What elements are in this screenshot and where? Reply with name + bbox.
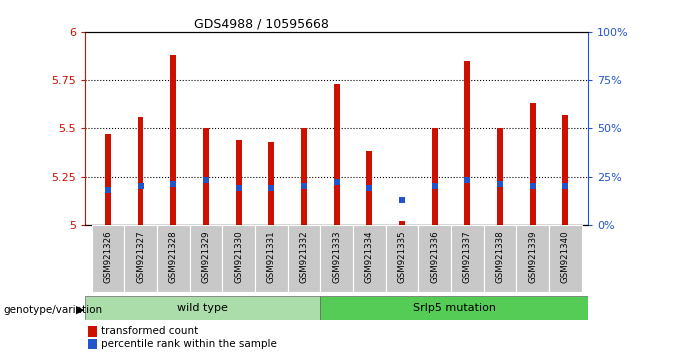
Text: GSM921338: GSM921338 bbox=[496, 230, 505, 283]
Text: genotype/variation: genotype/variation bbox=[3, 305, 103, 315]
Point bbox=[168, 182, 179, 187]
Bar bbox=[85, 296, 320, 320]
Bar bbox=[549, 225, 581, 292]
Point bbox=[560, 183, 571, 189]
Bar bbox=[203, 128, 209, 225]
Bar bbox=[386, 225, 418, 292]
Text: GSM921339: GSM921339 bbox=[528, 230, 537, 283]
Text: GSM921335: GSM921335 bbox=[397, 230, 407, 283]
Point bbox=[135, 183, 146, 189]
Bar bbox=[562, 115, 568, 225]
Point bbox=[233, 185, 244, 191]
Title: GDS4988 / 10595668: GDS4988 / 10595668 bbox=[194, 18, 328, 31]
Point bbox=[429, 183, 440, 189]
Bar bbox=[367, 152, 372, 225]
Bar bbox=[236, 140, 241, 225]
Text: GSM921337: GSM921337 bbox=[463, 230, 472, 283]
Point bbox=[266, 185, 277, 191]
Text: GSM921326: GSM921326 bbox=[103, 230, 112, 283]
Bar bbox=[334, 84, 339, 225]
Bar bbox=[255, 225, 288, 292]
Point bbox=[494, 182, 505, 187]
Point bbox=[462, 178, 473, 183]
Text: GSM921328: GSM921328 bbox=[169, 230, 177, 283]
Bar bbox=[432, 128, 437, 225]
Bar bbox=[137, 117, 143, 225]
Bar bbox=[301, 128, 307, 225]
Text: GSM921336: GSM921336 bbox=[430, 230, 439, 283]
Text: GSM921331: GSM921331 bbox=[267, 230, 276, 283]
Bar bbox=[288, 225, 320, 292]
Text: GSM921332: GSM921332 bbox=[299, 230, 309, 283]
Point bbox=[103, 187, 114, 193]
Text: GSM921330: GSM921330 bbox=[234, 230, 243, 283]
Bar bbox=[105, 134, 111, 225]
Bar bbox=[516, 225, 549, 292]
Bar bbox=[497, 128, 503, 225]
Point bbox=[331, 179, 342, 185]
Bar bbox=[157, 225, 190, 292]
Bar bbox=[124, 225, 157, 292]
Bar bbox=[530, 103, 536, 225]
Bar bbox=[320, 225, 353, 292]
Bar bbox=[222, 225, 255, 292]
Text: GSM921327: GSM921327 bbox=[136, 230, 145, 283]
Text: GSM921329: GSM921329 bbox=[201, 230, 210, 283]
Bar bbox=[320, 296, 588, 320]
Bar bbox=[190, 225, 222, 292]
Text: GSM921333: GSM921333 bbox=[332, 230, 341, 283]
Point bbox=[396, 197, 407, 202]
Text: Srlp5 mutation: Srlp5 mutation bbox=[413, 303, 496, 313]
Bar bbox=[170, 55, 176, 225]
Text: GSM921334: GSM921334 bbox=[364, 230, 374, 283]
Text: transformed count: transformed count bbox=[101, 326, 198, 336]
Bar bbox=[451, 225, 483, 292]
Point bbox=[299, 183, 309, 189]
Text: wild type: wild type bbox=[177, 303, 228, 313]
Bar bbox=[483, 225, 516, 292]
Point bbox=[364, 185, 375, 191]
Bar bbox=[399, 221, 405, 225]
Bar bbox=[353, 225, 386, 292]
Bar bbox=[88, 326, 97, 337]
Text: ▶: ▶ bbox=[76, 305, 84, 315]
Point bbox=[527, 183, 538, 189]
Point bbox=[201, 178, 211, 183]
Text: GSM921340: GSM921340 bbox=[561, 230, 570, 283]
Bar bbox=[269, 142, 274, 225]
Bar bbox=[92, 225, 124, 292]
Bar bbox=[418, 225, 451, 292]
Bar bbox=[464, 61, 471, 225]
Bar bbox=[88, 338, 97, 349]
Text: percentile rank within the sample: percentile rank within the sample bbox=[101, 339, 277, 349]
